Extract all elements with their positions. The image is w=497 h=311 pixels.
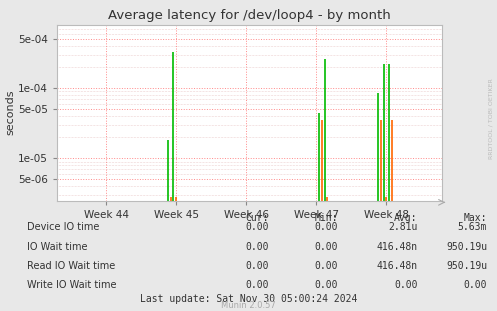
Text: Write IO Wait time: Write IO Wait time	[27, 280, 117, 290]
Y-axis label: seconds: seconds	[5, 90, 15, 136]
Text: 0.00: 0.00	[315, 261, 338, 271]
Text: Avg:: Avg:	[394, 213, 417, 223]
Text: 0.00: 0.00	[245, 261, 268, 271]
Text: Last update: Sat Nov 30 05:00:24 2024: Last update: Sat Nov 30 05:00:24 2024	[140, 294, 357, 304]
Text: 0.00: 0.00	[315, 280, 338, 290]
Text: Cur:: Cur:	[245, 213, 268, 223]
Text: 416.48n: 416.48n	[376, 261, 417, 271]
Text: 0.00: 0.00	[245, 280, 268, 290]
Text: 0.00: 0.00	[464, 280, 487, 290]
Text: Device IO time: Device IO time	[27, 222, 100, 232]
Text: Max:: Max:	[464, 213, 487, 223]
Text: 0.00: 0.00	[394, 280, 417, 290]
Title: Average latency for /dev/loop4 - by month: Average latency for /dev/loop4 - by mont…	[108, 9, 391, 22]
Text: RRDTOOL / TOBI OETIKER: RRDTOOL / TOBI OETIKER	[489, 78, 494, 159]
Text: 5.63m: 5.63m	[458, 222, 487, 232]
Text: 2.81u: 2.81u	[388, 222, 417, 232]
Text: Read IO Wait time: Read IO Wait time	[27, 261, 116, 271]
Text: 950.19u: 950.19u	[446, 242, 487, 252]
Text: Munin 2.0.57: Munin 2.0.57	[221, 301, 276, 310]
Text: 0.00: 0.00	[245, 242, 268, 252]
Text: Min:: Min:	[315, 213, 338, 223]
Text: IO Wait time: IO Wait time	[27, 242, 88, 252]
Text: 0.00: 0.00	[245, 222, 268, 232]
Text: 0.00: 0.00	[315, 242, 338, 252]
Text: 416.48n: 416.48n	[376, 242, 417, 252]
Text: 950.19u: 950.19u	[446, 261, 487, 271]
Text: 0.00: 0.00	[315, 222, 338, 232]
